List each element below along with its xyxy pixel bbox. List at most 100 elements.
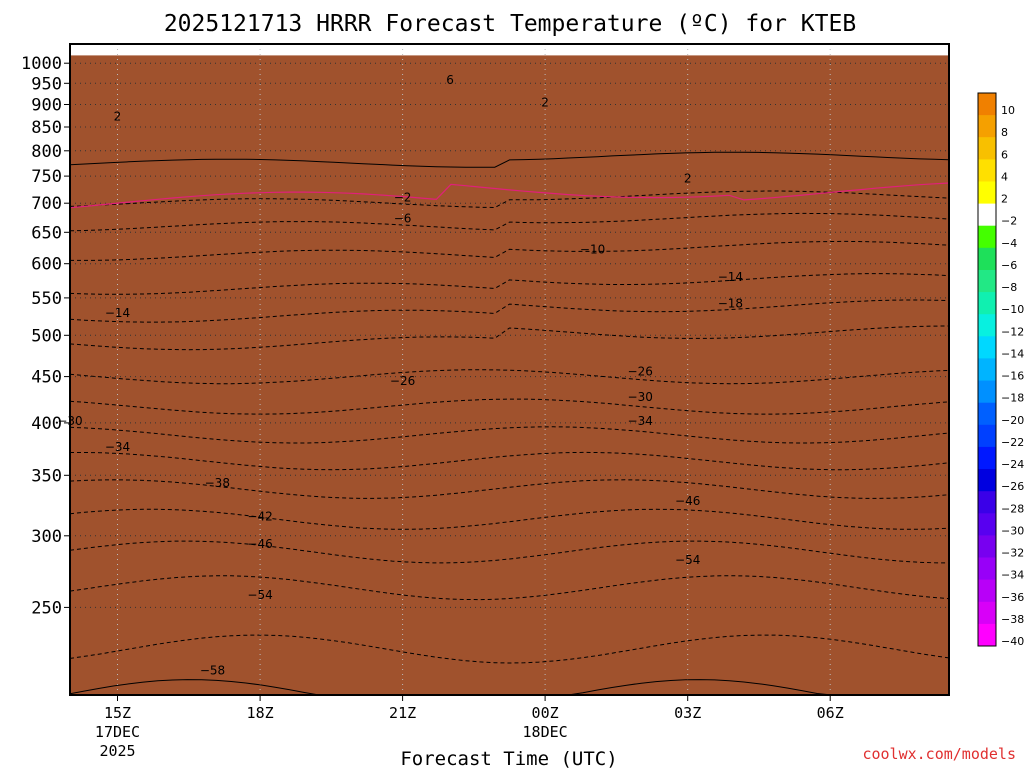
colorbar-label: 6 [1001,148,1008,161]
contour-label: −14 [718,270,743,284]
colorbar-label: −24 [1001,458,1024,471]
y-tick-label: 750 [31,167,62,187]
contour-label: −10 [580,243,605,257]
contour-label: −14 [105,306,130,320]
colorbar-swatch [978,247,996,271]
x-tick-label: 18Z [247,704,274,722]
colorbar-swatch [978,159,996,182]
chart-title: 2025121713 HRRR Forecast Temperature (ºC… [164,11,856,37]
contour-label: −38 [205,476,230,490]
colorbar-swatch [978,270,996,293]
y-tick-label: 350 [31,466,62,486]
y-tick-label: 600 [31,255,62,275]
colorbar-swatch [978,557,996,581]
credit-text: coolwx.com/models [862,745,1016,763]
isotherm-line [70,190,949,209]
isotherm-line [70,325,949,351]
colorbar-label: −2 [1001,215,1017,228]
contour-label: −54 [247,588,272,602]
x-tick-label: 06Z [817,704,844,722]
x-tick-label: 03Z [674,704,701,722]
colorbar-label: −22 [1001,436,1024,449]
colorbar-label: −36 [1001,591,1024,604]
colorbar-label: −30 [1001,524,1024,537]
contour-label: 6 [446,73,454,87]
x-tick-label: 21Z [389,704,416,722]
colorbar-swatch [978,225,996,249]
y-tick-label: 250 [31,598,62,618]
contour-label: −18 [718,297,743,311]
colorbar-swatch [978,446,996,470]
x-tick-label: 15Z [104,704,131,722]
x-tick-label: 00Z [532,704,559,722]
colorbar-label: 4 [1001,171,1008,184]
contour-label: −26 [628,364,653,378]
colorbar-label: −38 [1001,613,1024,626]
contour-label: −42 [247,510,272,524]
colorbar-label: −34 [1001,569,1024,582]
colorbar: 10 8 6 4 2 −2 −4 −6 −8 −10 −12 −14 −16 −18 −20 −22 −24 −2… [977,92,1024,648]
isotherm-line [70,508,949,530]
contour-label: −30 [628,390,653,404]
colorbar-label: −18 [1001,392,1024,405]
colorbar-label: −4 [1001,237,1017,250]
y-tick-label: 1000 [21,54,62,74]
colorbar-label: 8 [1001,126,1008,139]
isotherm-line [70,634,949,664]
x-tick-year: 2025 [99,742,135,760]
contour-label: −46 [675,494,700,508]
colorbar-frame [977,92,997,647]
colorbar-swatch [978,292,996,315]
y-tick-label: 450 [31,368,62,388]
y-tick-label: 950 [31,74,62,94]
gridlines [70,44,949,695]
colorbar-swatch [978,115,996,138]
x-tick-date: 17DEC [95,723,140,741]
isotherm-line [70,299,949,323]
contour-label: −54 [675,553,700,567]
colorbar-label: −20 [1001,414,1024,427]
colorbar-swatch [978,535,996,558]
colorbar-swatch [978,181,996,205]
colorbar-label: −16 [1001,370,1024,383]
contour-label: −34 [105,440,130,454]
colorbar-label: −10 [1001,303,1024,316]
y-tick-label: 400 [31,414,62,434]
y-axis: 2503003504004505005506006507007508008509… [21,54,70,618]
isotherm-line [70,212,949,232]
y-tick-label: 700 [31,194,62,214]
isotherm-line [70,273,949,295]
colorbar-label: −26 [1001,480,1024,493]
colorbar-label: −8 [1001,281,1017,294]
colorbar-swatch [978,93,996,116]
contour-label: 2 [684,172,692,186]
colorbar-swatch [978,469,996,492]
y-tick-label: 300 [31,527,62,547]
colorbar-swatch [978,491,996,514]
colorbar-swatch [978,137,996,160]
isotherm-line [70,240,949,261]
colorbar-swatch [978,513,996,536]
isotherm-line [70,426,949,444]
colorbar-label: 10 [1001,104,1015,117]
contour-labels: −58−54−54−46−42−46−38−34−30 −34−30−26−26−… [57,73,743,677]
contour-label: −6 [394,212,412,226]
y-tick-label: 900 [31,96,62,116]
colorbar-label: −14 [1001,347,1024,360]
colorbar-label: −28 [1001,502,1024,515]
x-tick-date: 18DEC [523,723,568,741]
colorbar-swatch [978,203,996,227]
contour-label: −26 [390,374,415,388]
contour-label: −46 [247,537,272,551]
y-tick-label: 550 [31,289,62,309]
y-tick-label: 650 [31,223,62,243]
colorbar-swatch [978,579,996,603]
temperature-fill [70,55,949,695]
isotherm-line [70,151,949,168]
colorbar-swatch [978,358,996,381]
y-tick-label: 850 [31,118,62,138]
contour-label: −58 [200,663,225,677]
isotherm-line [70,575,949,601]
